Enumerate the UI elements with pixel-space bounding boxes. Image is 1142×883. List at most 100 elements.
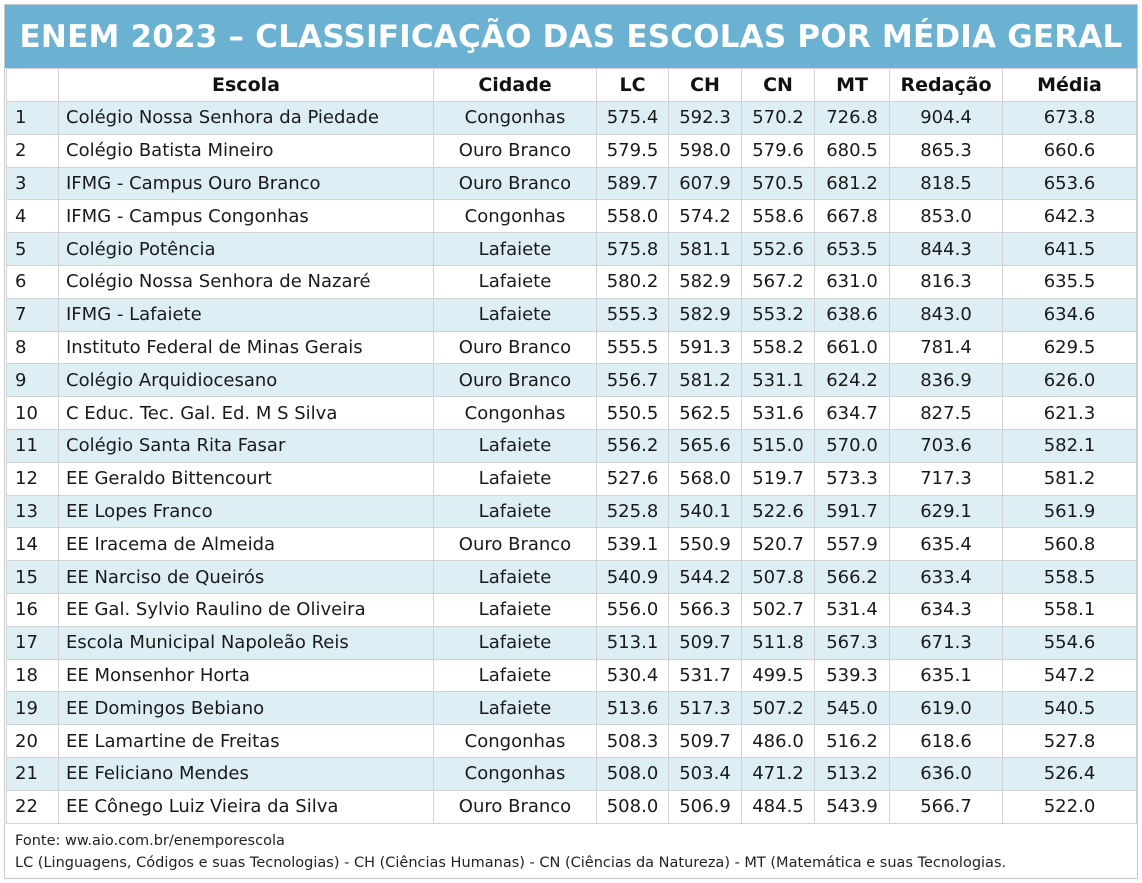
cell-mt: 513.2 [814,756,890,791]
cell-rank: 14 [6,527,59,562]
cell-cidade: Lafaiete [433,232,597,266]
cell-cidade: Lafaiete [433,560,597,594]
cell-ch: 540.1 [668,494,742,529]
cell-mt: 573.3 [814,461,890,496]
cell-redacao: 717.3 [889,461,1003,496]
cell-ch: 574.2 [668,199,742,234]
cell-cn: 579.6 [741,133,815,168]
cell-cn: 507.8 [741,560,815,594]
cell-rank: 22 [6,789,59,824]
table-row: 16 EE Gal. Sylvio Raulino de Oliveira Lafa… [6,592,1137,627]
cell-escola: IFMG - Campus Congonhas [58,199,434,234]
column-header-cidade: Cidade [433,68,597,102]
cell-rank: 2 [6,133,59,168]
column-header-redacao: Redação [889,68,1003,102]
cell-lc: 580.2 [596,264,669,299]
cell-cn: 558.2 [741,330,815,365]
cell-rank: 11 [6,428,59,463]
cell-escola: EE Narciso de Queirós [58,560,434,594]
cell-lc: 556.0 [596,592,669,627]
cell-cn: 552.6 [741,232,815,266]
cell-lc: 579.5 [596,133,669,168]
cell-rank: 20 [6,724,59,758]
cell-lc: 575.8 [596,232,669,266]
cell-lc: 556.7 [596,363,669,398]
cell-redacao: 618.6 [889,724,1003,758]
cell-mt: 726.8 [814,101,890,135]
table-row: 10 C Educ. Tec. Gal. Ed. M S Silva Congonh… [6,396,1137,430]
cell-mt: 567.3 [814,625,890,660]
cell-media: 558.5 [1002,560,1137,594]
cell-cn: 515.0 [741,428,815,463]
cell-cidade: Lafaiete [433,264,597,299]
cell-rank: 16 [6,592,59,627]
header-row: Escola Cidade LC CH CN MT Redação Média [6,68,1137,102]
cell-redacao: 865.3 [889,133,1003,168]
cell-ch: 565.6 [668,428,742,463]
cell-lc: 575.4 [596,101,669,135]
table-row: 9 Colégio Arquidiocesano Ouro Branco 556.7 5… [6,363,1137,398]
cell-lc: 555.5 [596,330,669,365]
cell-rank: 17 [6,625,59,660]
cell-rank: 21 [6,756,59,791]
table-row: 12 EE Geraldo Bittencourt Lafaiete 527.6 568… [6,461,1137,496]
cell-media: 642.3 [1002,199,1137,234]
cell-lc: 540.9 [596,560,669,594]
cell-rank: 19 [6,691,59,726]
cell-ch: 581.1 [668,232,742,266]
cell-escola: Colégio Potência [58,232,434,266]
cell-escola: EE Domingos Bebiano [58,691,434,726]
cell-ch: 598.0 [668,133,742,168]
cell-media: 641.5 [1002,232,1137,266]
cell-redacao: 566.7 [889,789,1003,824]
cell-ch: 531.7 [668,658,742,693]
cell-redacao: 619.0 [889,691,1003,726]
cell-cidade: Lafaiete [433,625,597,660]
cell-media: 554.6 [1002,625,1137,660]
cell-ch: 509.7 [668,724,742,758]
cell-cidade: Ouro Branco [433,330,597,365]
cell-media: 581.2 [1002,461,1137,496]
cell-cn: 486.0 [741,724,815,758]
cell-mt: 638.6 [814,297,890,332]
table-row: 18 EE Monsenhor Horta Lafaiete 530.4 531.7 49… [6,658,1137,693]
cell-cidade: Lafaiete [433,461,597,496]
cell-escola: Colégio Batista Mineiro [58,133,434,168]
cell-mt: 591.7 [814,494,890,529]
cell-rank: 7 [6,297,59,332]
cell-cn: 558.6 [741,199,815,234]
cell-ch: 562.5 [668,396,742,430]
cell-cidade: Ouro Branco [433,527,597,562]
cell-media: 626.0 [1002,363,1137,398]
table-row: 15 EE Narciso de Queirós Lafaiete 540.9 544.… [6,560,1137,594]
column-header-rank [6,68,59,102]
cell-ch: 509.7 [668,625,742,660]
cell-cn: 511.8 [741,625,815,660]
cell-media: 560.8 [1002,527,1137,562]
cell-mt: 681.2 [814,166,890,201]
cell-rank: 5 [6,232,59,266]
cell-cn: 502.7 [741,592,815,627]
cell-redacao: 629.1 [889,494,1003,529]
table-row: 4 IFMG - Campus Congonhas Congonhas 558.0 57… [6,199,1137,234]
cell-rank: 13 [6,494,59,529]
title-bar: ENEM 2023 – CLASSIFICAÇÃO DAS ESCOLAS PO… [5,5,1137,68]
column-header-ch: CH [668,68,742,102]
cell-lc: 555.3 [596,297,669,332]
cell-cn: 499.5 [741,658,815,693]
table-row: 7 IFMG - Lafaiete Lafaiete 555.3 582.9 553.2 6… [6,297,1137,332]
cell-lc: 508.0 [596,756,669,791]
cell-redacao: 843.0 [889,297,1003,332]
cell-escola: Instituto Federal de Minas Gerais [58,330,434,365]
cell-cn: 567.2 [741,264,815,299]
cell-lc: 513.1 [596,625,669,660]
table-row: 13 EE Lopes Franco Lafaiete 525.8 540.1 522.6… [6,494,1137,529]
cell-rank: 6 [6,264,59,299]
table-row: 11 Colégio Santa Rita Fasar Lafaiete 556.2 5… [6,428,1137,463]
cell-media: 527.8 [1002,724,1137,758]
cell-mt: 531.4 [814,592,890,627]
cell-rank: 10 [6,396,59,430]
cell-ch: 550.9 [668,527,742,562]
cell-escola: EE Iracema de Almeida [58,527,434,562]
cell-redacao: 827.5 [889,396,1003,430]
